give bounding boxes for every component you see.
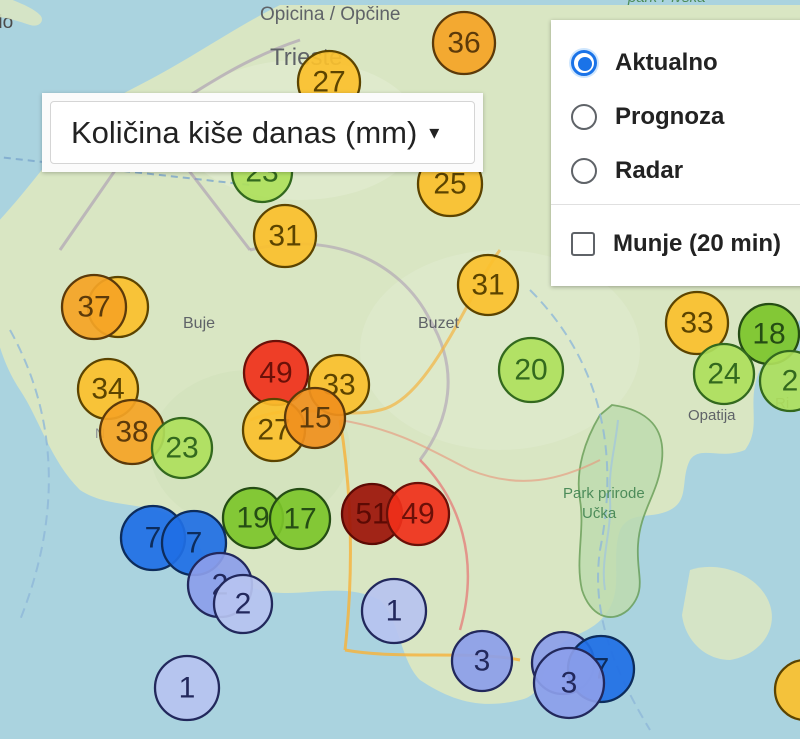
svg-text:1: 1 — [179, 672, 196, 705]
svg-text:2: 2 — [782, 365, 799, 398]
svg-text:51: 51 — [355, 498, 388, 531]
svg-text:49: 49 — [259, 357, 292, 390]
svg-text:38: 38 — [115, 416, 148, 449]
svg-text:24: 24 — [707, 358, 740, 391]
svg-text:49: 49 — [401, 498, 434, 531]
svg-text:1: 1 — [386, 595, 403, 628]
svg-text:3: 3 — [561, 667, 578, 700]
svg-text:7: 7 — [145, 522, 162, 555]
svg-text:31: 31 — [471, 269, 504, 302]
svg-text:20: 20 — [514, 354, 547, 387]
svg-text:37: 37 — [77, 291, 110, 324]
svg-text:15: 15 — [298, 402, 331, 435]
svg-text:17: 17 — [283, 503, 316, 536]
svg-text:7: 7 — [186, 527, 203, 560]
svg-text:25: 25 — [433, 168, 466, 201]
svg-text:19: 19 — [236, 502, 269, 535]
svg-text:36: 36 — [447, 27, 480, 60]
svg-text:3: 3 — [474, 645, 491, 678]
svg-text:18: 18 — [752, 318, 785, 351]
svg-text:2: 2 — [235, 588, 252, 621]
svg-text:31: 31 — [268, 220, 301, 253]
svg-text:33: 33 — [680, 307, 713, 340]
svg-text:34: 34 — [91, 373, 124, 406]
svg-text:23: 23 — [165, 432, 198, 465]
